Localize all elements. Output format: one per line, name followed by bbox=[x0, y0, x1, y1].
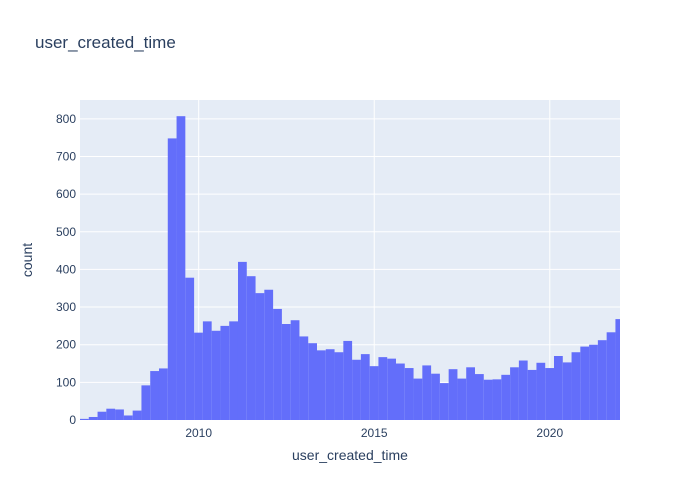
histogram-bar bbox=[80, 418, 89, 420]
histogram-bar bbox=[176, 116, 186, 420]
histogram-bar bbox=[589, 344, 598, 420]
x-tick-label: 2015 bbox=[361, 426, 388, 440]
histogram-bar bbox=[439, 383, 449, 420]
histogram-bar bbox=[352, 359, 361, 420]
histogram-bar bbox=[308, 343, 317, 420]
histogram-bar bbox=[167, 138, 177, 420]
histogram-bar bbox=[343, 340, 353, 420]
histogram-bar bbox=[571, 352, 581, 420]
y-axis-ticks: 0 100 200 300 400 500 600 700 800 bbox=[56, 112, 76, 427]
histogram-bar bbox=[316, 350, 326, 420]
histogram-bar bbox=[334, 352, 344, 420]
histogram-bar bbox=[466, 367, 475, 420]
y-tick-label: 200 bbox=[56, 338, 76, 352]
histogram-bar bbox=[606, 332, 616, 420]
histogram-bar bbox=[422, 365, 432, 420]
chart-title: user_created_time bbox=[35, 33, 176, 52]
histogram-bar bbox=[264, 289, 274, 420]
x-tick-label: 2020 bbox=[536, 426, 563, 440]
histogram-bar bbox=[562, 362, 572, 420]
histogram-bar bbox=[448, 369, 458, 420]
histogram-bar bbox=[413, 378, 423, 420]
histogram-bar bbox=[360, 354, 370, 420]
histogram-bar bbox=[597, 340, 607, 420]
histogram-bar bbox=[115, 409, 124, 420]
histogram-bar bbox=[536, 362, 546, 420]
histogram-bar bbox=[185, 277, 195, 420]
bars bbox=[80, 116, 620, 420]
histogram-bar bbox=[106, 408, 116, 420]
histogram-bar bbox=[369, 366, 379, 420]
y-tick-label: 0 bbox=[69, 413, 76, 427]
histogram-bar bbox=[132, 410, 142, 420]
histogram-bar bbox=[615, 319, 620, 420]
y-tick-label: 300 bbox=[56, 300, 76, 314]
histogram-bar bbox=[325, 349, 335, 420]
histogram-bar bbox=[220, 325, 230, 420]
histogram-bar bbox=[527, 369, 537, 420]
histogram-bar bbox=[229, 321, 238, 420]
histogram-bar bbox=[580, 346, 590, 420]
histogram-bar bbox=[150, 371, 159, 420]
x-tick-label: 2010 bbox=[185, 426, 212, 440]
histogram-bar bbox=[202, 321, 212, 420]
histogram-bar bbox=[141, 385, 151, 420]
histogram-bar bbox=[378, 357, 388, 420]
histogram-bar bbox=[273, 308, 282, 420]
histogram-bar bbox=[194, 332, 203, 420]
histogram-bar bbox=[123, 415, 133, 420]
x-axis-title: user_created_time bbox=[292, 447, 408, 463]
histogram-bar bbox=[457, 378, 467, 420]
histogram-bar bbox=[211, 330, 221, 420]
histogram-bar bbox=[492, 379, 502, 420]
histogram-bar bbox=[387, 358, 396, 420]
x-axis-ticks: 2010 2015 2020 bbox=[185, 426, 563, 440]
histogram-bar bbox=[518, 360, 528, 420]
histogram-bar bbox=[395, 363, 405, 420]
histogram-bar bbox=[545, 368, 554, 420]
y-tick-label: 700 bbox=[56, 149, 76, 163]
histogram-bar bbox=[483, 379, 493, 420]
histogram-bar bbox=[431, 373, 440, 420]
histogram-bar bbox=[299, 336, 309, 420]
histogram-bar bbox=[237, 261, 247, 420]
histogram-bar bbox=[281, 324, 291, 420]
y-tick-label: 500 bbox=[56, 225, 76, 239]
y-tick-label: 800 bbox=[56, 112, 76, 126]
histogram-bar bbox=[553, 356, 563, 420]
histogram-bar bbox=[404, 368, 414, 420]
y-axis-title: count bbox=[19, 243, 35, 277]
histogram-bar bbox=[255, 293, 265, 420]
histogram-bar bbox=[290, 320, 300, 420]
histogram-bar bbox=[97, 411, 107, 420]
histogram-bar bbox=[510, 367, 519, 420]
y-tick-label: 100 bbox=[56, 375, 76, 389]
histogram-bar bbox=[501, 374, 511, 420]
y-tick-label: 600 bbox=[56, 187, 76, 201]
y-tick-label: 400 bbox=[56, 262, 76, 276]
histogram-bar bbox=[246, 276, 256, 420]
histogram-bar bbox=[158, 368, 168, 420]
histogram-bar bbox=[474, 374, 484, 420]
histogram-bar bbox=[88, 416, 98, 420]
